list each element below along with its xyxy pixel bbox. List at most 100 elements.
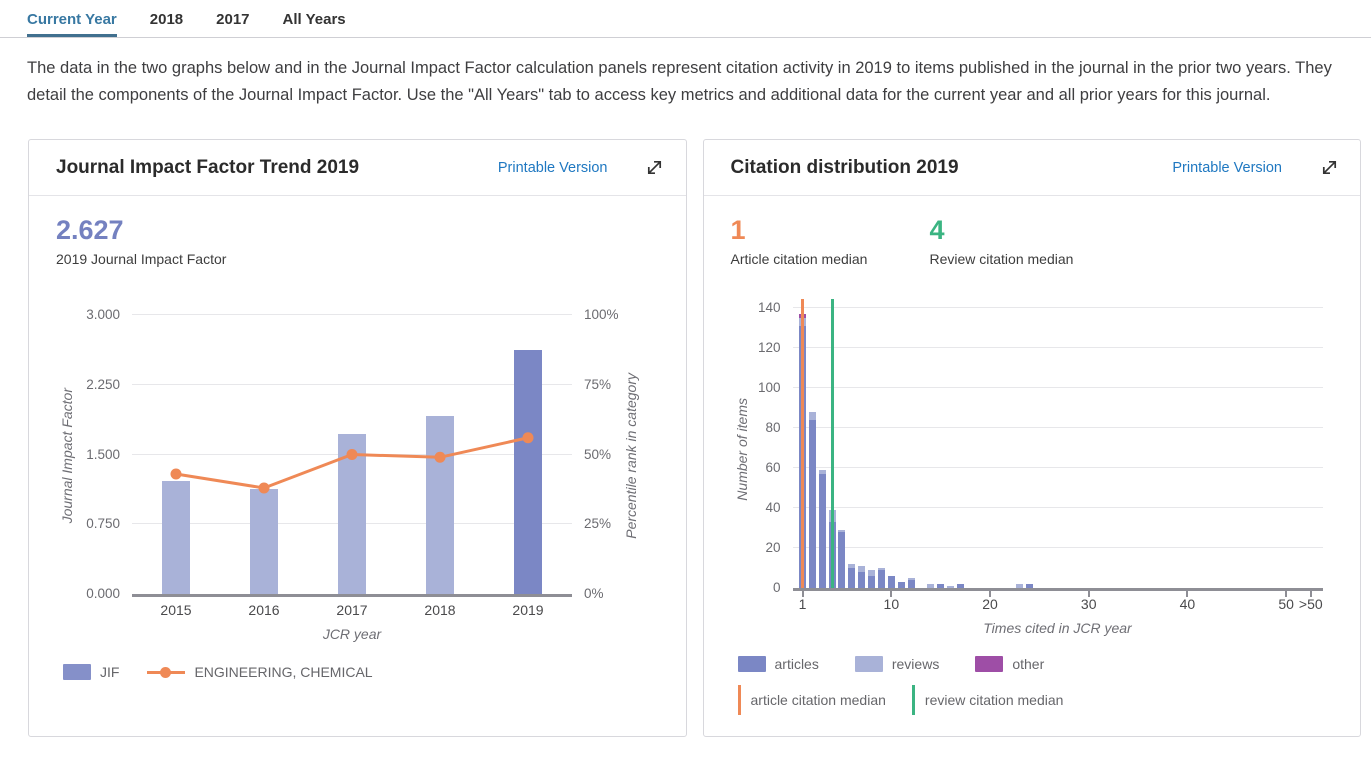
category-line-swatch: [147, 666, 186, 678]
hist-bar-x7-articles: [858, 572, 866, 588]
hist-bar-x9-reviews: [877, 568, 885, 570]
panels-row: Journal Impact Factor Trend 2019 Printab…: [28, 139, 1361, 737]
citation-panel-body: 1 Article citation median 4 Review citat…: [704, 196, 1361, 715]
jif-legend-label: JIF: [100, 664, 120, 680]
ytick-80: 80: [765, 420, 781, 435]
citation-printable-version-link[interactable]: Printable Version: [1172, 159, 1282, 176]
jif-panel-body: 2.627 2019 Journal Impact Factor Journal…: [29, 216, 686, 680]
article-median-label: Article citation median: [730, 251, 868, 267]
articles-legend-label: articles: [774, 656, 819, 672]
article-median-value: 1: [730, 215, 746, 245]
xlabel-50: 50: [1278, 596, 1294, 612]
hist-bar-x5-articles: [838, 532, 846, 588]
article-median-line-swatch: [737, 685, 741, 715]
jif-left-axis-title-text: Journal Impact Factor: [59, 388, 75, 524]
ytick-left-1.500: 1.500: [86, 446, 120, 462]
jif-left-axis-title: Journal Impact Factor: [56, 315, 78, 597]
gridline: [792, 427, 1323, 428]
ytick-right-75%: 75%: [584, 376, 612, 392]
citation-y-axis-title: Number of items: [731, 308, 753, 591]
line-point-2015: [170, 468, 182, 480]
article-median-legend-label: article citation median: [750, 692, 886, 708]
ytick-120: 120: [757, 340, 781, 355]
hist-bar-x9-articles: [877, 570, 885, 588]
tab-2018[interactable]: 2018: [149, 11, 184, 28]
jif-right-axis-title-text: Percentile rank in category: [623, 373, 639, 539]
tab-all-years[interactable]: All Years: [282, 11, 346, 28]
citation-chart: Number of items 0 20 40 60 80 100 120 140: [731, 299, 1361, 597]
citation-y-axis-ticks: 0 20 40 60 80 100 120 140: [753, 300, 793, 595]
jif-panel-header: Journal Impact Factor Trend 2019 Printab…: [29, 140, 686, 196]
hist-bar-x7-reviews: [858, 566, 866, 572]
xlabel-30: 30: [1080, 596, 1097, 612]
percentile-line-series: [170, 432, 534, 494]
category-legend-label: ENGINEERING, CHEMICAL: [194, 664, 373, 680]
jif-legend-item-jif: JIF: [63, 664, 119, 680]
hist-bar-x3-reviews: [818, 470, 826, 474]
reviews-swatch: [854, 656, 883, 672]
gridline: [792, 547, 1323, 548]
bar-2016: [250, 488, 278, 594]
xtickmark-20: [989, 591, 992, 597]
ytick-left-3.000: 3.000: [86, 307, 120, 322]
expand-diagonal-arrows-icon: [647, 160, 662, 175]
gridline: [792, 387, 1323, 388]
jif-right-axis-title: Percentile rank in category: [620, 315, 642, 597]
line-point-2016: [258, 482, 270, 494]
legend-item-review-median: review citation median: [911, 685, 1064, 715]
hist-bar-x24-articles: [1026, 584, 1033, 588]
citation-panel-header: Citation distribution 2019 Printable Ver…: [703, 140, 1360, 196]
xtickmark-10: [890, 591, 893, 597]
hist-bar-x2-reviews: [808, 412, 816, 420]
xlabel-2015: 2015: [160, 602, 192, 618]
line-point-2018: [434, 451, 446, 463]
jif-metric-value: 2.627: [56, 215, 124, 245]
hist-bar-x6-reviews: [848, 564, 856, 568]
citation-legend-medians: article citation median review citation …: [737, 685, 1361, 715]
xtickmark-50: [1285, 591, 1288, 597]
citation-medians-row: 1 Article citation median 4 Review citat…: [731, 196, 1361, 267]
jif-expand-icon[interactable]: [644, 157, 666, 179]
xlabel-10: 10: [883, 596, 900, 612]
xlabel-2019: 2019: [512, 602, 544, 618]
gridline: [792, 307, 1323, 308]
citation-panel-title: Citation distribution 2019: [730, 156, 959, 178]
article-median-block: 1 Article citation median: [731, 196, 868, 267]
ytick-60: 60: [765, 460, 781, 475]
hist-bar-x15-articles: [937, 584, 945, 588]
review-citation-median-line: [830, 299, 834, 588]
review-median-legend-label: review citation median: [924, 692, 1064, 708]
jif-left-axis-ticks: 0.000 0.750 1.500 2.250 3.000: [78, 307, 132, 601]
hist-bar-x11-articles: [897, 582, 905, 588]
tab-2017[interactable]: 2017: [216, 11, 250, 28]
jif-chart: Journal Impact Factor 0.000 0.750 1.500 2.2…: [56, 307, 686, 601]
citation-expand-icon[interactable]: [1318, 157, 1340, 179]
review-median-value: 4: [929, 215, 945, 245]
citation-x-axis-title: Times cited in JCR year: [983, 620, 1132, 636]
tab-current-year[interactable]: Current Year: [27, 11, 117, 37]
jif-x-axis-labels: 2015 2016 2017 2018 2019: [132, 602, 572, 622]
ytick-right-100%: 100%: [584, 307, 619, 322]
ytick-right-50%: 50%: [584, 446, 612, 462]
expand-diagonal-arrows-icon: [1322, 160, 1336, 175]
jif-panel-title: Journal Impact Factor Trend 2019: [56, 156, 360, 178]
legend-item-reviews: reviews: [854, 656, 939, 672]
ytick-right-0%: 0%: [584, 586, 604, 601]
xtickmark-1: [801, 591, 804, 597]
other-swatch: [975, 656, 1004, 672]
legend-item-other: other: [975, 656, 1044, 672]
hist-bar-x16-reviews: [947, 586, 955, 588]
jif-printable-version-link[interactable]: Printable Version: [497, 159, 608, 176]
bar-2018: [426, 416, 454, 594]
category-line-dot: [160, 666, 172, 678]
xlabel->50: >50: [1298, 596, 1323, 612]
xlabel-1: 1: [798, 596, 807, 612]
hist-bar-x23-reviews: [1016, 584, 1024, 588]
jif-trend-panel: Journal Impact Factor Trend 2019 Printab…: [28, 139, 687, 737]
xtickmark-40: [1186, 591, 1189, 597]
ytick-140: 140: [757, 300, 781, 315]
hist-bar-x10-articles: [887, 576, 895, 588]
ytick-0: 0: [772, 580, 781, 595]
intro-paragraph: The data in the two graphs below and in …: [27, 59, 1332, 104]
ytick-100: 100: [757, 380, 781, 395]
